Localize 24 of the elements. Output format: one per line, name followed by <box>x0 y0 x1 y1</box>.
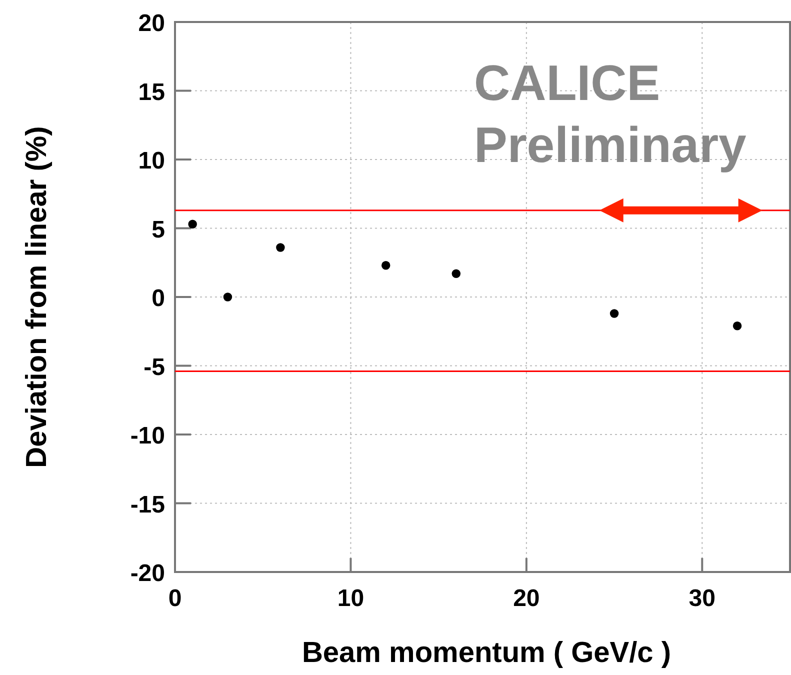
x-axis-title: Beam momentum ( GeV/c ) <box>302 637 672 669</box>
y-tick-label: 20 <box>138 10 165 37</box>
annotation: Preliminary <box>474 117 747 173</box>
point <box>610 309 619 318</box>
y-tick-label: -5 <box>144 354 165 381</box>
y-tick-label: -15 <box>130 491 165 518</box>
point <box>732 322 742 330</box>
x-tick-label: 30 <box>688 585 716 612</box>
point <box>276 243 285 252</box>
point <box>381 261 390 270</box>
y-tick-label: 0 <box>152 285 165 312</box>
y-axis-title: Deviation from linear (%) <box>21 126 53 468</box>
x-tick-label: 10 <box>337 585 364 612</box>
y-tick-label: -20 <box>130 560 165 587</box>
y-tick-label: -10 <box>130 422 165 450</box>
point <box>223 292 232 302</box>
point <box>188 220 197 228</box>
x-tick-label: 0 <box>168 585 182 612</box>
y-tick-label: 15 <box>138 78 165 106</box>
annotation: CALICE <box>474 55 660 111</box>
y-tick-label: 10 <box>138 148 165 174</box>
x-tick-label: 20 <box>513 585 540 612</box>
point <box>452 269 461 278</box>
y-tick-label: 5 <box>152 216 165 244</box>
